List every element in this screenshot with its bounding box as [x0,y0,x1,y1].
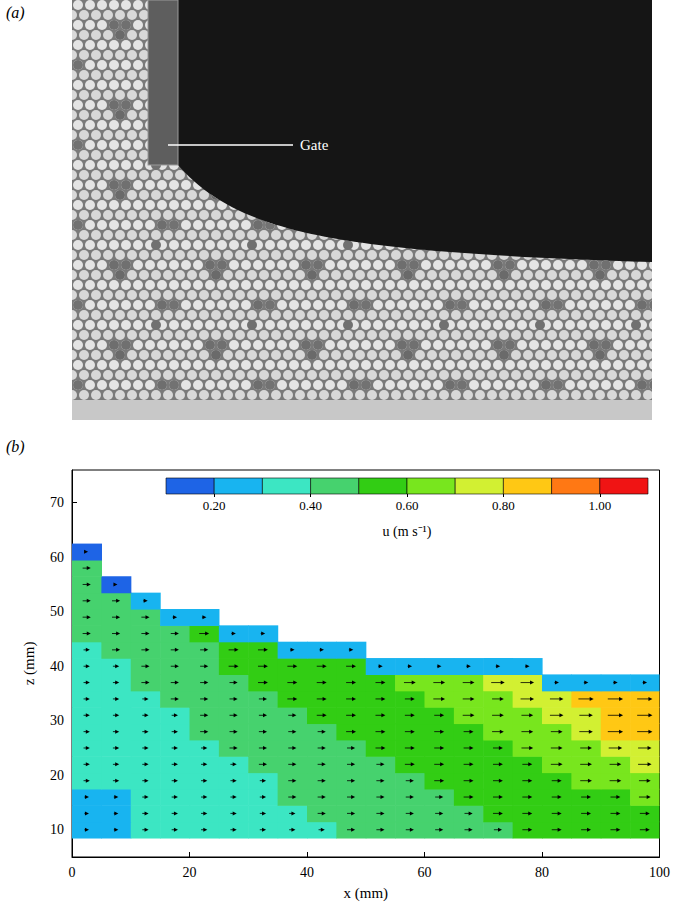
svg-text:0.40: 0.40 [299,498,322,513]
svg-text:x (mm): x (mm) [343,885,388,902]
svg-text:40: 40 [50,659,64,674]
svg-text:(a): (a) [6,4,25,22]
svg-text:40: 40 [300,865,314,880]
svg-text:60: 60 [418,865,432,880]
svg-text:1.00: 1.00 [588,498,611,513]
svg-text:(b): (b) [6,438,25,456]
svg-text:30: 30 [50,713,64,728]
svg-text:0.60: 0.60 [396,498,419,513]
svg-text:u (m s⁻¹): u (m s⁻¹) [383,524,432,540]
svg-text:z (mm): z (mm) [21,642,38,686]
svg-text:100: 100 [649,865,670,880]
svg-text:0: 0 [69,865,76,880]
svg-text:80: 80 [535,865,549,880]
svg-text:50: 50 [50,604,64,619]
svg-text:10: 10 [50,822,64,837]
svg-text:20: 20 [183,865,197,880]
svg-text:70: 70 [50,495,64,510]
svg-text:0.80: 0.80 [492,498,515,513]
svg-text:60: 60 [50,550,64,565]
svg-text:Gate: Gate [300,137,329,153]
svg-text:20: 20 [50,768,64,783]
svg-text:0.20: 0.20 [203,498,226,513]
